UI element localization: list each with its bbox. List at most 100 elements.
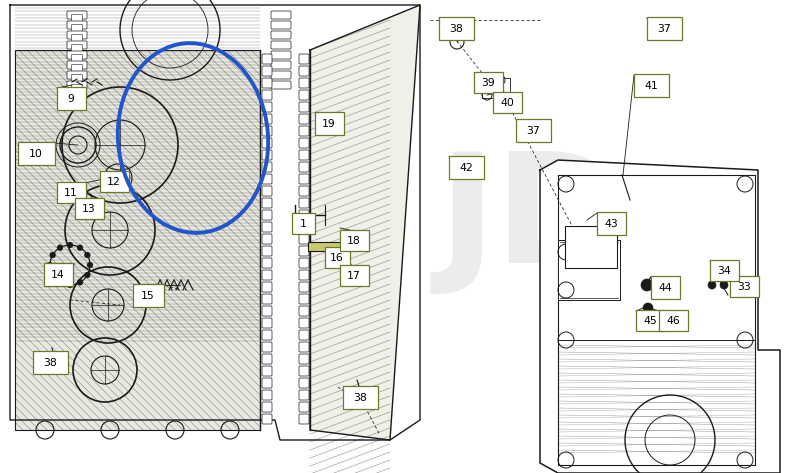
FancyBboxPatch shape — [262, 306, 272, 316]
Text: 40: 40 — [500, 98, 514, 108]
Circle shape — [67, 282, 73, 288]
Polygon shape — [540, 160, 780, 473]
FancyBboxPatch shape — [299, 90, 309, 100]
FancyBboxPatch shape — [262, 270, 272, 280]
Text: 17: 17 — [347, 271, 361, 281]
FancyBboxPatch shape — [262, 246, 272, 256]
FancyBboxPatch shape — [343, 386, 378, 410]
FancyBboxPatch shape — [262, 282, 272, 292]
Text: 18: 18 — [347, 236, 361, 246]
Text: 15: 15 — [141, 291, 155, 301]
FancyBboxPatch shape — [72, 85, 82, 93]
FancyBboxPatch shape — [565, 226, 617, 268]
Text: 16: 16 — [330, 253, 344, 263]
FancyBboxPatch shape — [262, 330, 272, 340]
Polygon shape — [558, 240, 620, 300]
FancyBboxPatch shape — [262, 366, 272, 376]
FancyBboxPatch shape — [67, 81, 87, 89]
FancyBboxPatch shape — [299, 306, 309, 316]
FancyBboxPatch shape — [299, 126, 309, 136]
Circle shape — [77, 245, 83, 251]
Text: 14: 14 — [51, 270, 65, 280]
Circle shape — [85, 272, 90, 278]
FancyBboxPatch shape — [262, 378, 272, 388]
FancyBboxPatch shape — [299, 114, 309, 124]
Circle shape — [57, 245, 63, 251]
FancyBboxPatch shape — [299, 282, 309, 292]
FancyBboxPatch shape — [307, 243, 344, 252]
Polygon shape — [310, 5, 420, 440]
FancyBboxPatch shape — [262, 102, 272, 112]
Text: 42: 42 — [459, 163, 473, 173]
Text: 46: 46 — [666, 316, 680, 326]
FancyBboxPatch shape — [262, 150, 272, 160]
FancyBboxPatch shape — [262, 402, 272, 412]
Text: 38: 38 — [450, 24, 463, 34]
Text: 45: 45 — [643, 316, 656, 326]
Circle shape — [643, 303, 653, 313]
FancyBboxPatch shape — [340, 265, 368, 287]
FancyBboxPatch shape — [100, 172, 129, 193]
FancyBboxPatch shape — [67, 41, 87, 49]
FancyBboxPatch shape — [15, 50, 260, 430]
FancyBboxPatch shape — [72, 75, 82, 82]
FancyBboxPatch shape — [72, 54, 82, 62]
FancyBboxPatch shape — [262, 162, 272, 172]
FancyBboxPatch shape — [271, 71, 291, 79]
Text: 1: 1 — [299, 219, 307, 229]
FancyBboxPatch shape — [57, 183, 85, 203]
Circle shape — [47, 262, 53, 268]
FancyBboxPatch shape — [299, 342, 309, 352]
Text: 11: 11 — [64, 188, 78, 198]
FancyBboxPatch shape — [299, 174, 309, 184]
Polygon shape — [10, 5, 420, 440]
Circle shape — [77, 280, 83, 285]
Text: 13: 13 — [82, 204, 96, 214]
FancyBboxPatch shape — [635, 310, 664, 332]
FancyBboxPatch shape — [299, 222, 309, 232]
FancyBboxPatch shape — [299, 414, 309, 424]
FancyBboxPatch shape — [262, 258, 272, 268]
FancyBboxPatch shape — [299, 366, 309, 376]
FancyBboxPatch shape — [634, 75, 668, 97]
FancyBboxPatch shape — [72, 25, 82, 33]
FancyBboxPatch shape — [72, 44, 82, 53]
FancyBboxPatch shape — [262, 114, 272, 124]
FancyBboxPatch shape — [262, 138, 272, 148]
FancyBboxPatch shape — [516, 120, 551, 142]
FancyBboxPatch shape — [57, 88, 85, 111]
FancyBboxPatch shape — [67, 31, 87, 39]
FancyBboxPatch shape — [262, 294, 272, 304]
FancyBboxPatch shape — [650, 277, 679, 299]
Circle shape — [57, 280, 63, 285]
FancyBboxPatch shape — [646, 18, 682, 41]
FancyBboxPatch shape — [438, 18, 473, 41]
Text: 9: 9 — [68, 94, 74, 104]
FancyBboxPatch shape — [67, 11, 87, 19]
Circle shape — [87, 262, 93, 268]
FancyBboxPatch shape — [262, 54, 272, 64]
FancyBboxPatch shape — [74, 199, 103, 219]
Circle shape — [714, 268, 722, 276]
FancyBboxPatch shape — [271, 51, 291, 59]
Circle shape — [641, 279, 653, 291]
FancyBboxPatch shape — [271, 21, 291, 29]
FancyBboxPatch shape — [729, 277, 758, 298]
FancyBboxPatch shape — [262, 186, 272, 196]
Text: 19: 19 — [322, 119, 336, 129]
FancyBboxPatch shape — [299, 378, 309, 388]
FancyBboxPatch shape — [262, 78, 272, 88]
FancyBboxPatch shape — [299, 186, 309, 196]
FancyBboxPatch shape — [299, 402, 309, 412]
FancyBboxPatch shape — [43, 263, 73, 287]
FancyBboxPatch shape — [262, 414, 272, 424]
FancyBboxPatch shape — [271, 41, 291, 49]
FancyBboxPatch shape — [133, 284, 164, 307]
FancyBboxPatch shape — [299, 270, 309, 280]
FancyBboxPatch shape — [299, 162, 309, 172]
FancyBboxPatch shape — [325, 247, 349, 269]
FancyBboxPatch shape — [72, 35, 82, 43]
FancyBboxPatch shape — [299, 78, 309, 88]
FancyBboxPatch shape — [32, 351, 67, 375]
FancyBboxPatch shape — [67, 51, 87, 59]
